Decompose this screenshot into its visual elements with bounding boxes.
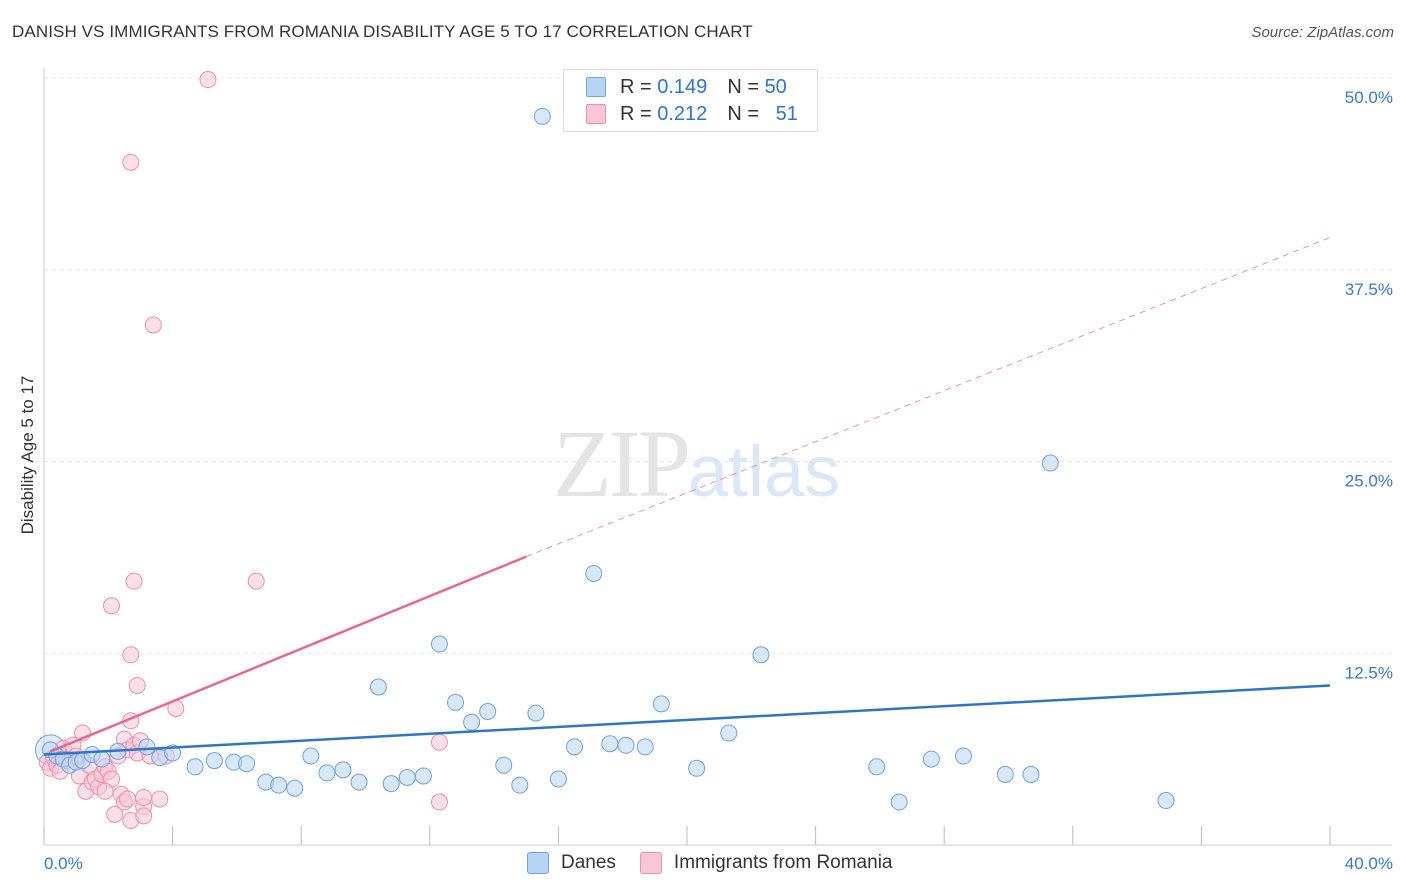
series-swatch-romania (639, 852, 662, 874)
watermark-zip: ZIP (553, 410, 691, 517)
danes-point (382, 775, 400, 793)
danes-point (688, 759, 706, 777)
legend-n-value: 50 (764, 75, 787, 98)
series-swatch-danes (527, 852, 549, 874)
legend-row-danes: R = 0.149 N = 50 (586, 74, 787, 100)
romania-point (135, 807, 153, 825)
danes-point (565, 738, 583, 756)
legend-row-romania: R = 0.212 N = 51 (586, 101, 798, 127)
legend-n-value: 51 (775, 102, 798, 125)
y-tick-label: 25.0% (1345, 472, 1393, 491)
danes-point (533, 107, 551, 125)
legend-r-value: 0.149 (657, 75, 708, 98)
danes-point (752, 646, 770, 664)
series-label-romania: Immigrants from Romania (673, 852, 893, 873)
danes-point (585, 564, 603, 582)
danes-point (617, 736, 635, 754)
series-legend-romania: Immigrants from Romania (639, 852, 893, 874)
romania-point (122, 153, 140, 171)
correlation-legend: R = 0.149 N = 50 R = 0.212 N = 51 (563, 69, 818, 132)
romania-trend-extension (526, 237, 1331, 558)
danes-point (205, 752, 223, 770)
danes-point (398, 769, 416, 787)
danes-point (720, 724, 738, 742)
romania-point (144, 316, 162, 334)
danes-point (1157, 792, 1175, 810)
danes-point (350, 773, 368, 791)
x-tick-label: 0.0% (44, 854, 83, 873)
romania-point (430, 793, 448, 811)
danes-point (549, 770, 567, 788)
watermark-atlas: atlas (688, 432, 841, 512)
y-tick-label: 37.5% (1345, 280, 1393, 299)
romania-point (135, 788, 153, 806)
danes-point (868, 758, 886, 776)
danes-point (479, 703, 497, 721)
danes-point (954, 747, 972, 765)
danes-point (495, 756, 513, 774)
romania-point (247, 572, 265, 590)
y-tick-label: 50.0% (1345, 88, 1393, 107)
romania-point (122, 646, 140, 664)
danes-point (334, 761, 352, 779)
romania-point (430, 733, 448, 751)
danes-point (430, 635, 448, 653)
danes-point (601, 735, 619, 753)
danes-point (527, 704, 545, 722)
romania-point (128, 676, 146, 694)
series-legend: Danes Immigrants from Romania (527, 852, 916, 874)
romania-point (151, 790, 169, 808)
danes-point (286, 779, 304, 797)
legend-n-label: N = (727, 102, 759, 125)
danes-point (652, 695, 670, 713)
danes-trend-line (43, 684, 1331, 756)
romania-point (119, 790, 137, 808)
chart-title: DANISH VS IMMIGRANTS FROM ROMANIA DISABI… (12, 22, 753, 41)
danes-point (186, 758, 204, 776)
danes-point (414, 767, 432, 785)
legend-r-value: 0.212 (657, 102, 708, 125)
legend-swatch-danes (586, 77, 606, 97)
danes-point (302, 747, 320, 765)
danes-point (922, 750, 940, 768)
source-label: Source: ZipAtlas.com (1251, 24, 1394, 41)
danes-point (463, 713, 481, 731)
legend-swatch-romania (586, 104, 606, 124)
romania-point (106, 805, 124, 823)
danes-point (238, 755, 256, 773)
romania-point (199, 71, 217, 89)
danes-point (511, 776, 529, 794)
danes-point (1041, 454, 1059, 472)
danes-point (636, 738, 654, 756)
danes-point (369, 678, 387, 696)
watermark: ZIPatlas (553, 408, 840, 519)
x-tick-label: 40.0% (1345, 854, 1393, 873)
danes-point (270, 776, 288, 794)
danes-point (1022, 765, 1040, 783)
danes-point (890, 793, 908, 811)
romania-point (125, 572, 143, 590)
legend-r-label: R = (620, 102, 652, 125)
danes-point (93, 750, 111, 768)
romania-point (96, 782, 114, 800)
y-axis-label: Disability Age 5 to 17 (18, 375, 37, 535)
series-label-danes: Danes (561, 852, 616, 873)
danes-point (318, 764, 336, 782)
danes-point (138, 738, 156, 756)
y-tick-label: 12.5% (1345, 663, 1393, 682)
legend-n-label: N = (727, 75, 759, 98)
romania-point (103, 597, 121, 615)
danes-point (447, 693, 465, 711)
romania-trend-line (49, 555, 527, 753)
danes-point (996, 765, 1014, 783)
legend-r-label: R = (620, 75, 652, 98)
series-legend-danes: Danes (527, 852, 616, 874)
